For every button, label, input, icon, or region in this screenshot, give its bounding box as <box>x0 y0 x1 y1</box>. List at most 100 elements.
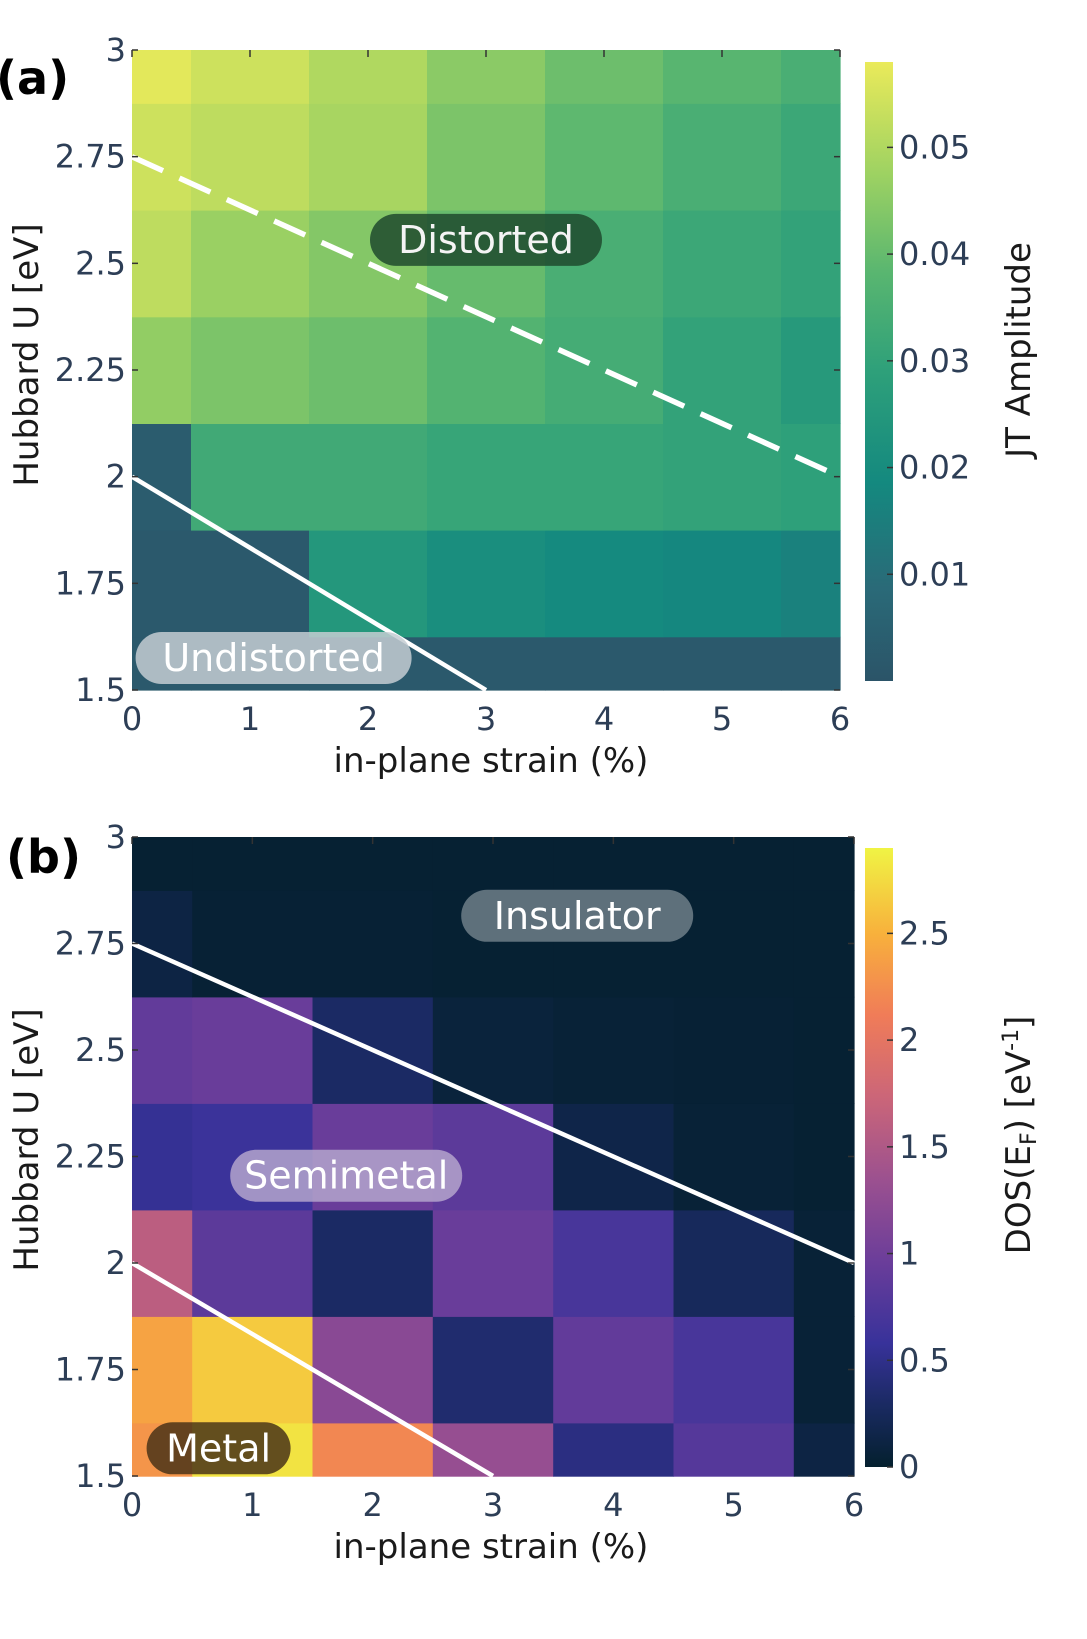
heatmap-cell <box>132 210 192 318</box>
heatmap-cell <box>793 837 855 891</box>
colorbar-tick-label: 1.5 <box>899 1128 950 1166</box>
heatmap-cell <box>432 837 554 891</box>
panel-a-boundaries <box>130 154 842 692</box>
x-tick-label: 1 <box>240 700 260 738</box>
cb-label-end: ] <box>999 1016 1039 1029</box>
boundary-line <box>130 474 488 692</box>
panel-b-colorbar <box>865 848 893 1467</box>
heatmap-cell <box>553 837 675 891</box>
heatmap-cell <box>427 103 546 211</box>
heatmap-cell <box>553 1209 675 1317</box>
heatmap-cell <box>663 530 782 638</box>
x-tick-label: 2 <box>358 700 378 738</box>
x-tick-label: 6 <box>830 700 850 738</box>
y-tick-label: 2.25 <box>55 351 126 389</box>
x-tick-label: 4 <box>594 700 614 738</box>
heatmap-cell <box>191 50 310 104</box>
cb-label-main: DOS(E <box>999 1145 1039 1254</box>
region-label: Semimetal <box>244 1154 448 1198</box>
heatmap-cell <box>427 530 546 638</box>
region-label-box <box>146 1422 291 1475</box>
heatmap-cell <box>781 103 841 211</box>
panel-a-label: (a) <box>0 51 69 105</box>
region-label-box <box>230 1149 463 1202</box>
x-tick-label: 0 <box>122 1486 142 1524</box>
heatmap-cell <box>793 890 855 998</box>
heatmap-cell <box>673 837 795 891</box>
heatmap-cell <box>663 50 782 104</box>
region-label-box <box>135 632 412 684</box>
y-tick-label: 1.5 <box>75 671 126 709</box>
x-tick-label: 0 <box>122 700 142 738</box>
x-tick-label: 5 <box>723 1486 743 1524</box>
panel-a-colorbar-ticks: 0.01 0.02 0.03 0.04 0.05 <box>887 128 970 593</box>
colorbar-tick-label: 0.03 <box>899 342 970 380</box>
colorbar-tick-label: 0.02 <box>899 449 970 487</box>
heatmap-cell <box>132 50 192 104</box>
heatmap-cell <box>132 316 192 424</box>
colorbar-tick-label: 0.05 <box>899 128 970 166</box>
region-label: Distorted <box>398 218 574 262</box>
heatmap-cell <box>312 1209 434 1317</box>
heatmap-cell <box>793 1209 855 1317</box>
heatmap-cell <box>663 210 782 318</box>
heatmap-cell <box>545 103 664 211</box>
heatmap-cell <box>132 1316 193 1424</box>
heatmap-cell <box>545 423 664 531</box>
heatmap-cell <box>132 423 192 531</box>
y-tick-label: 1.75 <box>55 1351 126 1389</box>
panel-a-x-axis-label: in-plane strain (%) <box>334 741 649 781</box>
heatmap-cell <box>132 530 192 638</box>
heatmap-cell <box>132 103 192 211</box>
region-label-box <box>370 213 602 266</box>
panel-b-x-axis-label: in-plane strain (%) <box>334 1527 649 1567</box>
colorbar-tick-label: 0 <box>899 1448 919 1486</box>
panel-a-y-axis-label: Hubbard U [eV] <box>7 223 47 486</box>
heatmap-cell <box>673 1103 795 1211</box>
heatmap-cell <box>132 1209 193 1317</box>
heatmap-cell <box>781 423 841 531</box>
heatmap-cell <box>663 103 782 211</box>
heatmap-cell <box>192 837 314 891</box>
y-tick-label: 2.25 <box>55 1138 126 1176</box>
heatmap-cell <box>309 50 428 104</box>
boundary-line <box>131 941 855 1266</box>
heatmap-cell <box>545 316 664 424</box>
y-tick-label: 3 <box>106 31 126 69</box>
colorbar-tick-label: 0.04 <box>899 235 970 273</box>
panel-a-heatmap <box>132 50 841 691</box>
heatmap-cell <box>673 1209 795 1317</box>
panel-b-colorbar-ticks: 0 0.5 1 1.5 2 2.5 <box>887 914 950 1486</box>
heatmap-cell <box>793 1316 855 1424</box>
y-tick-label: 1.5 <box>75 1457 126 1495</box>
y-tick-label: 2.75 <box>55 138 126 176</box>
panel-a-ticks: 0 1 2 3 4 5 6 1.5 1.75 2 2.25 2.5 2.75 3 <box>55 31 850 738</box>
heatmap-cell <box>192 1209 314 1317</box>
panel-a-annotations: Distorted Undistorted <box>135 213 602 684</box>
colorbar-tick-label: 2.5 <box>899 914 950 952</box>
x-tick-label: 5 <box>712 700 732 738</box>
y-tick-label: 2.5 <box>75 244 126 282</box>
y-tick-label: 1.75 <box>55 564 126 602</box>
heatmap-cell <box>781 530 841 638</box>
panel-b-chart: (b) Insulator Semimetal Metal 0 1 2 3 4 5 6 1.5 1.… <box>6 818 1042 1567</box>
heatmap-cell <box>132 1103 193 1211</box>
heatmap-cell <box>673 996 795 1104</box>
x-tick-label: 3 <box>476 700 496 738</box>
heatmap-cell <box>309 423 428 531</box>
heatmap-cell <box>663 636 782 691</box>
cb-label-sub: F <box>1017 1132 1042 1145</box>
heatmap-cell <box>793 996 855 1104</box>
heatmap-cell <box>793 1103 855 1211</box>
heatmap-cell <box>191 103 310 211</box>
boundary-line-dashed <box>130 154 842 480</box>
heatmap-cell <box>545 50 664 104</box>
heatmap-cell <box>781 50 841 104</box>
heatmap-cell <box>191 423 310 531</box>
heatmap-cell <box>553 1422 675 1477</box>
heatmap-cell <box>553 996 675 1104</box>
heatmap-cell <box>132 996 193 1104</box>
heatmap-cell <box>427 423 546 531</box>
heatmap-cell <box>432 1422 554 1477</box>
